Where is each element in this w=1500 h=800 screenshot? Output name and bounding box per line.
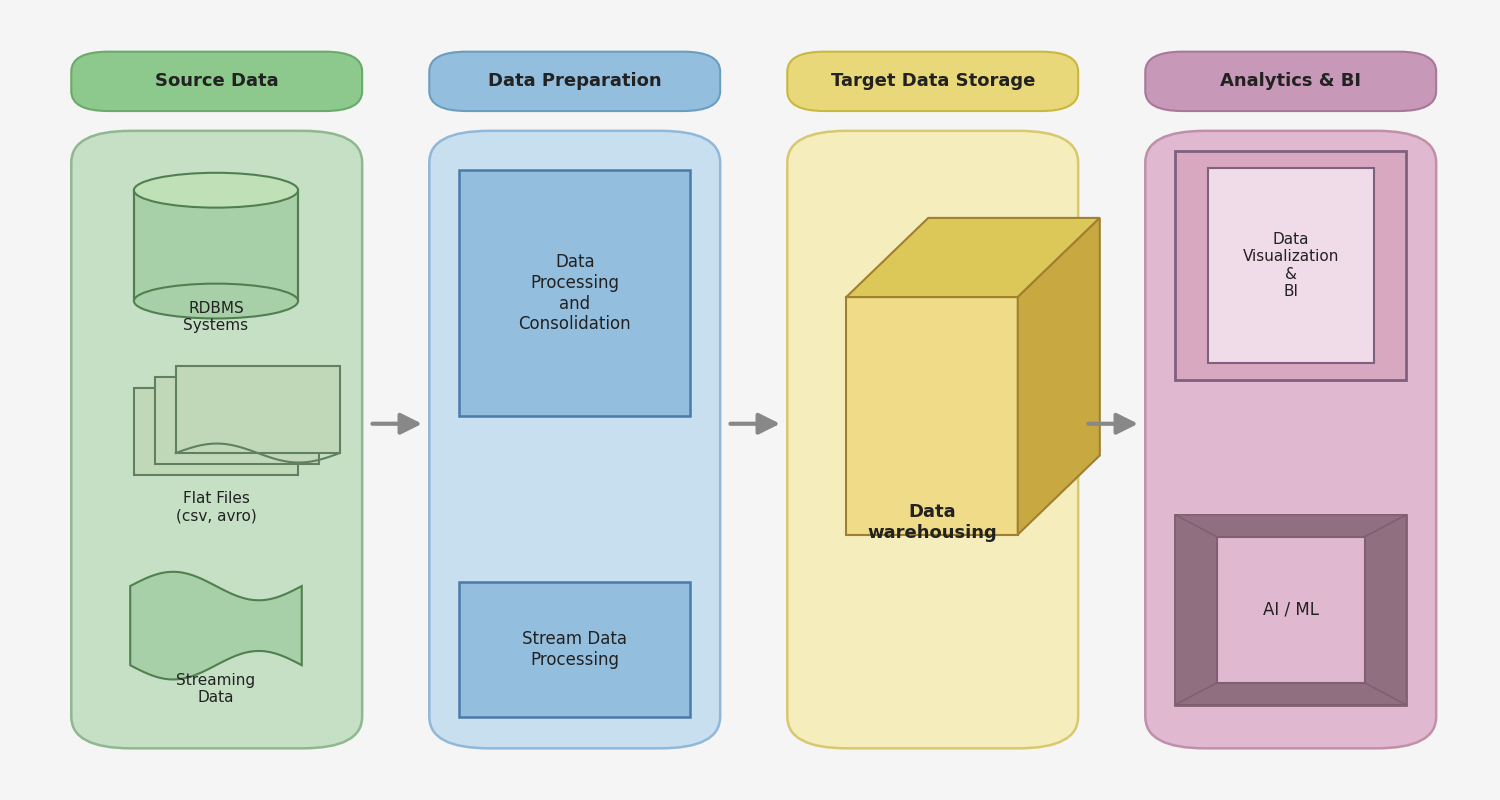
FancyBboxPatch shape <box>429 52 720 111</box>
Bar <box>1174 514 1407 705</box>
Text: Data
warehousing: Data warehousing <box>867 503 998 542</box>
Text: Source Data: Source Data <box>154 72 279 90</box>
Polygon shape <box>1174 514 1407 537</box>
FancyBboxPatch shape <box>429 131 720 748</box>
Text: Data
Visualization
&
BI: Data Visualization & BI <box>1242 232 1340 299</box>
Text: Flat Files
(csv, avro): Flat Files (csv, avro) <box>176 490 256 523</box>
Polygon shape <box>846 297 1018 534</box>
FancyBboxPatch shape <box>72 52 362 111</box>
Bar <box>459 582 690 717</box>
Bar <box>134 388 298 475</box>
Bar <box>1208 168 1374 362</box>
Polygon shape <box>130 572 302 679</box>
Bar <box>154 377 320 464</box>
Ellipse shape <box>134 284 298 318</box>
FancyBboxPatch shape <box>1146 52 1436 111</box>
Text: AI / ML: AI / ML <box>1263 601 1318 618</box>
Text: Stream Data
Processing: Stream Data Processing <box>522 630 627 669</box>
Polygon shape <box>1174 682 1407 705</box>
Text: Data Preparation: Data Preparation <box>488 72 662 90</box>
Bar <box>176 366 340 453</box>
Polygon shape <box>846 218 1100 297</box>
Polygon shape <box>1174 514 1216 705</box>
FancyBboxPatch shape <box>1146 131 1436 748</box>
FancyBboxPatch shape <box>72 131 362 748</box>
Polygon shape <box>1365 514 1407 705</box>
Polygon shape <box>1019 218 1100 534</box>
Bar <box>1216 537 1365 682</box>
Bar <box>459 170 690 416</box>
Text: Data
Processing
and
Consolidation: Data Processing and Consolidation <box>519 253 632 334</box>
FancyBboxPatch shape <box>788 52 1078 111</box>
Ellipse shape <box>134 173 298 208</box>
Bar <box>134 190 298 301</box>
Text: Target Data Storage: Target Data Storage <box>831 72 1035 90</box>
FancyBboxPatch shape <box>788 131 1078 748</box>
Text: Streaming
Data: Streaming Data <box>177 673 255 705</box>
Text: RDBMS
Systems: RDBMS Systems <box>183 301 249 333</box>
Text: Analytics & BI: Analytics & BI <box>1220 72 1360 90</box>
Bar <box>1174 150 1407 380</box>
